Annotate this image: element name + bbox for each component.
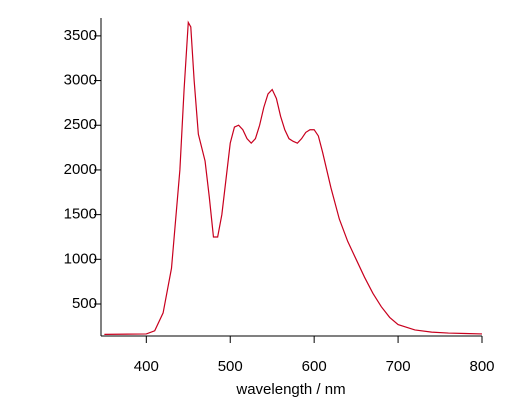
y-tick-label: 3500: [64, 27, 97, 44]
x-tick-label: 700: [386, 358, 411, 375]
y-tick-label: 2000: [64, 161, 97, 178]
y-tick-label: 1500: [64, 206, 97, 223]
x-axis-label: wavelength / nm: [235, 381, 345, 398]
x-tick-label: 500: [218, 358, 243, 375]
y-tick-label: 3000: [64, 72, 97, 89]
x-tick-label: 600: [302, 358, 327, 375]
x-tick-label: 800: [469, 358, 494, 375]
y-tick-label: 2500: [64, 116, 97, 133]
y-tick-label: 500: [72, 295, 97, 312]
spectrum-line: [104, 20, 483, 335]
y-tick-label: 1000: [64, 250, 97, 267]
x-tick-label: 400: [134, 358, 159, 375]
